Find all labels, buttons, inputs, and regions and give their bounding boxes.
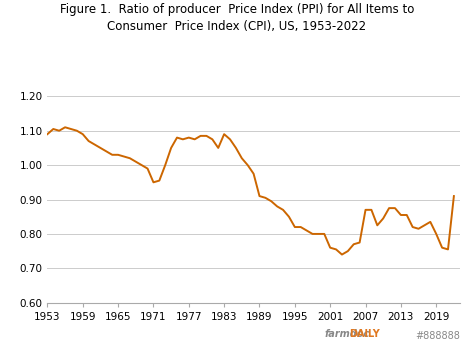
Text: DAILY: DAILY (349, 329, 380, 339)
Text: Figure 1.  Ratio of producer  Price Index (PPI) for All Items to
Consumer  Price: Figure 1. Ratio of producer Price Index … (60, 3, 414, 33)
Text: #888888: #888888 (415, 331, 460, 341)
Text: farmdoc: farmdoc (325, 329, 370, 339)
